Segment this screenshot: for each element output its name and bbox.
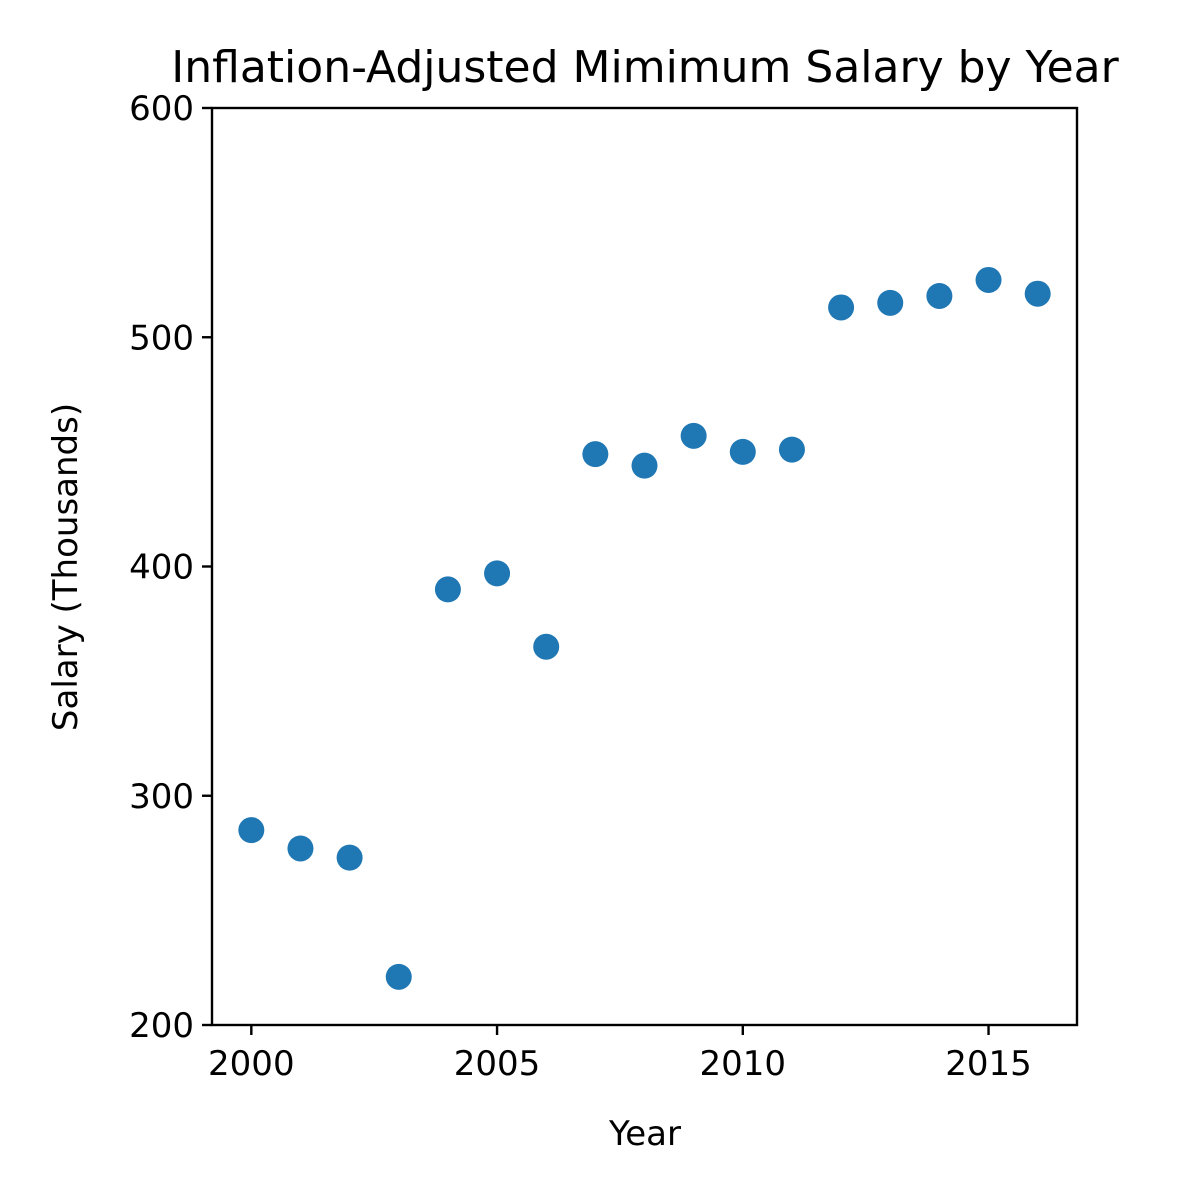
data-point <box>533 633 560 660</box>
y-tick-label: 200 <box>129 1006 194 1046</box>
data-point <box>385 963 412 990</box>
data-point <box>238 817 265 844</box>
y-tick-label: 400 <box>129 548 194 588</box>
y-axis: 200 300 400 500 600 <box>129 89 212 1046</box>
y-tick-label: 300 <box>129 777 194 817</box>
y-tick-label: 600 <box>129 89 194 129</box>
x-tick-label: 2000 <box>208 1044 295 1084</box>
data-point <box>778 436 805 463</box>
x-axis-label: Year <box>608 1114 681 1154</box>
x-tick-label: 2015 <box>945 1044 1032 1084</box>
data-point <box>631 452 658 479</box>
y-tick-label: 500 <box>129 318 194 358</box>
data-point <box>434 576 461 603</box>
data-point <box>926 282 953 309</box>
data-point <box>975 266 1002 293</box>
data-point <box>287 835 314 862</box>
data-point <box>582 441 609 468</box>
data-point <box>484 560 511 587</box>
data-point <box>680 422 707 449</box>
x-axis: 2000 2005 2010 2015 <box>208 1025 1032 1084</box>
data-point <box>1024 280 1051 307</box>
x-tick-label: 2005 <box>454 1044 541 1084</box>
y-axis-label: Salary (Thousands) <box>46 403 86 731</box>
chart-title: Inflation-Adjusted Mimimum Salary by Yea… <box>171 42 1119 93</box>
data-point <box>828 294 855 321</box>
x-tick-label: 2010 <box>700 1044 787 1084</box>
data-points <box>238 266 1051 990</box>
data-point <box>877 289 904 316</box>
plot-frame <box>210 106 1079 1027</box>
data-point <box>336 844 363 871</box>
data-point <box>729 438 756 465</box>
